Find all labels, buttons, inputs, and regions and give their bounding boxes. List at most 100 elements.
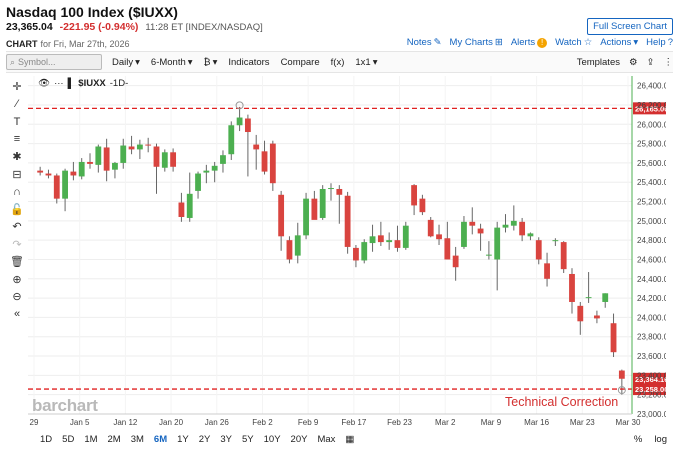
trendline-icon[interactable]: ⁄ (16, 98, 18, 111)
candle-body (236, 117, 243, 126)
layout-select[interactable]: 1x1 ▾ (355, 57, 377, 68)
edit-icon: ✎ (433, 37, 442, 48)
y-tick-label: 23,400.00 (637, 371, 666, 380)
timeframe-1m[interactable]: 1M (84, 434, 98, 445)
axes: 26,400.00 26,200.00 26,000.00 25,800.00 25,6… (28, 76, 666, 427)
more-icon[interactable]: ⋮ (663, 56, 674, 68)
y-tick-label: 24,000.00 (637, 313, 666, 322)
timeframe-1d[interactable]: 1D (40, 434, 53, 445)
zoom-in-icon[interactable]: ⊕ (12, 273, 22, 286)
my-charts-link[interactable]: My Charts ⊞ (450, 37, 503, 48)
timeframe-2m[interactable]: 2M (107, 434, 121, 445)
y-tick-label: 23,000.00 (637, 410, 666, 419)
support-label: 23,258.00 (635, 385, 666, 394)
candle-body (170, 152, 177, 167)
crosshair-icon[interactable]: ✛ (12, 81, 22, 94)
candle-body (569, 273, 575, 302)
timeframe-2y[interactable]: 2Y (198, 434, 211, 445)
pattern-icon[interactable]: ✱ (12, 151, 22, 164)
redo-icon[interactable]: ↷ (12, 238, 22, 251)
symbol-search-input[interactable]: ⌕ Symbol... (6, 54, 102, 70)
chevron-down-icon: ▾ (187, 56, 193, 68)
candle-body (278, 194, 285, 237)
notes-link[interactable]: Notes ✎ (407, 37, 442, 48)
watch-label: Watch (555, 37, 582, 48)
candle-body (178, 202, 185, 217)
period-select[interactable]: Daily ▾ (112, 57, 140, 68)
notes-label: Notes (406, 37, 432, 48)
actions-menu[interactable]: Actions ▾ (600, 37, 638, 48)
gear-icon[interactable]: ⚙ (629, 56, 638, 68)
magnet-icon[interactable]: ∩ (13, 185, 21, 198)
timeframe-20y[interactable]: 20Y (290, 434, 308, 445)
lock-icon[interactable]: 🔓 (10, 203, 24, 216)
candle-body (211, 165, 218, 171)
alerts-label: Alerts (510, 37, 536, 48)
candle-body (469, 221, 476, 226)
candle-body (328, 188, 334, 190)
timeframe-5d[interactable]: 5D (62, 434, 75, 445)
y-tick-label: 26,200.00 (637, 101, 666, 110)
eye-icon[interactable]: 👁 (38, 78, 51, 89)
measure-icon[interactable]: ⊟ (12, 168, 22, 181)
candle-body (394, 240, 401, 248)
candle-body (602, 293, 609, 302)
timeframe-1y[interactable]: 1Y (177, 434, 189, 445)
series-marker-icon: ▌ (67, 78, 75, 89)
chart-type-select[interactable]: ₿ ▾ (204, 57, 218, 68)
x-tick-label: Feb 23 (387, 418, 412, 427)
candle-body (519, 221, 526, 236)
timeframe-10y[interactable]: 10Y (263, 434, 281, 445)
candle-body (461, 221, 467, 247)
calendar-icon[interactable]: ▦ (345, 434, 355, 445)
candle-body (618, 370, 625, 379)
y-tick-label: 23,600.00 (637, 352, 666, 361)
more-dots-icon[interactable]: ··· (54, 78, 64, 89)
templates-button[interactable]: Templates (576, 56, 620, 68)
x-tick-label: Mar 2 (435, 418, 456, 427)
fx-button[interactable]: f(x) (330, 56, 345, 68)
candle-body (53, 175, 60, 199)
candle-body (220, 155, 226, 164)
last-price-tag (633, 372, 666, 385)
timeframe-6m[interactable]: 6M (153, 434, 168, 445)
indicators-button[interactable]: Indicators (228, 56, 270, 68)
zoom-out-icon[interactable]: ⊖ (12, 291, 22, 304)
y-tick-label: 25,600.00 (637, 159, 666, 168)
trash-icon[interactable]: 🗑 (10, 256, 24, 269)
timeframe-5y[interactable]: 5Y (242, 434, 254, 445)
layout-label: 1x1 (355, 56, 371, 68)
range-select[interactable]: 6-Month ▾ (151, 57, 193, 68)
top-links: Notes ✎ My Charts ⊞ Alerts! Watch ☆ Actions… (407, 37, 673, 48)
candle-body (411, 185, 418, 206)
candle-body (436, 234, 442, 240)
y-tick-label: 24,200.00 (637, 294, 666, 303)
alert-icon: ! (537, 37, 548, 48)
compare-button[interactable]: Compare (280, 56, 320, 68)
candle-body (153, 146, 160, 167)
log-scale-toggle[interactable]: log (654, 434, 667, 445)
watch-link[interactable]: Watch ☆ (555, 37, 592, 48)
share-icon[interactable]: ⇪ (646, 56, 655, 68)
timeframe-max[interactable]: Max (317, 434, 336, 445)
candle-body (485, 254, 492, 256)
candle-body (253, 144, 260, 150)
chart-for-text: for Fri, Mar 27th, 2026 (40, 39, 130, 49)
candle-body (594, 315, 600, 319)
fullscreen-chart-button[interactable]: Full Screen Chart (587, 18, 673, 35)
fibonacci-icon[interactable]: ≡ (13, 133, 21, 146)
alerts-link[interactable]: Alerts! (510, 37, 548, 48)
help-link[interactable]: Help? (646, 37, 673, 48)
undo-icon[interactable]: ↶ (12, 221, 22, 234)
candle-body (577, 305, 584, 322)
symbol-placeholder: Symbol... (18, 57, 56, 67)
percent-scale-toggle[interactable]: % (633, 434, 643, 445)
candle-body (136, 144, 143, 150)
timeframe-3m[interactable]: 3M (130, 434, 144, 445)
text-icon[interactable]: T (13, 115, 21, 128)
chart-toolbar: ⌕ Symbol... Daily ▾ 6-Month ▾ ₿ ▾ Indicator… (6, 51, 673, 73)
y-tick-label: 26,000.00 (637, 120, 666, 129)
timeframe-3y[interactable]: 3Y (220, 434, 232, 445)
collapse-icon[interactable]: « (13, 308, 21, 321)
